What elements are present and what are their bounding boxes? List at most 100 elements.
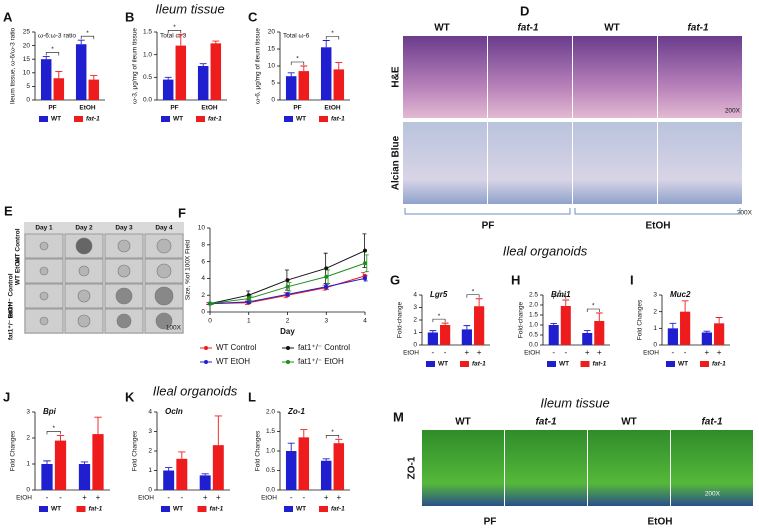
- legend-label: fat1⁺/⁻ Control: [298, 343, 350, 352]
- header: Ileum tissue: [540, 395, 609, 410]
- x-tick-label: -: [46, 493, 49, 502]
- significance-mark: *: [331, 30, 334, 37]
- error-bar: [178, 451, 186, 459]
- group-bracket: [404, 208, 741, 215]
- x-tick-label: EtOH: [201, 105, 218, 112]
- x-tick-label: EtOH: [324, 105, 341, 112]
- y-axis-label: Size, %of 100X Field: [185, 239, 192, 300]
- x-tick-label: -: [672, 348, 675, 357]
- y-tick-label: 2: [413, 317, 417, 324]
- bar: [54, 440, 67, 490]
- error-bar: [715, 317, 723, 324]
- column-label: fat-1: [517, 23, 539, 34]
- bar: [88, 79, 100, 100]
- y-tick-label: 15: [23, 56, 31, 63]
- error-bar: [335, 62, 343, 70]
- panel-letter: I: [630, 272, 634, 287]
- significance-bracket: [167, 29, 182, 34]
- y-tick-label: 0.0: [143, 97, 152, 104]
- significance-mark: *: [472, 288, 475, 295]
- y-tick-label: 0.0: [529, 342, 538, 349]
- y-tick-label: 5: [26, 83, 30, 90]
- error-bar: [595, 312, 603, 321]
- y-tick-label: 1.0: [266, 448, 275, 455]
- y-axis-label: Fold Changes: [255, 430, 262, 471]
- error-bar: [322, 40, 330, 48]
- micrograph: [658, 36, 742, 118]
- y-tick-label: 10: [23, 70, 31, 77]
- micrograph: [573, 122, 657, 204]
- bar: [298, 437, 310, 490]
- bar: [680, 311, 691, 345]
- y-tick-label: 10: [268, 63, 276, 70]
- magnification: 200X: [725, 108, 741, 115]
- error-bar: [80, 461, 89, 464]
- row-label: ZO-1: [407, 456, 418, 479]
- legend-label: WT: [678, 361, 688, 368]
- column-label: fat-1: [701, 417, 723, 428]
- error-bar: [212, 40, 220, 44]
- significance-bracket: [325, 435, 340, 439]
- error-bar: [287, 72, 295, 77]
- x-row-label: EtOH: [643, 350, 659, 357]
- panel-letter: C: [248, 9, 258, 24]
- y-axis-label: Fold Changes: [132, 430, 139, 471]
- bar: [197, 66, 209, 100]
- bar: [212, 445, 224, 490]
- error-bar: [201, 473, 209, 476]
- legend-label: WT: [51, 506, 61, 513]
- significance-bracket: [432, 318, 446, 323]
- x-tick-label: PF: [170, 105, 178, 112]
- significance-bracket: [553, 295, 567, 299]
- y-tick-label: 1.5: [266, 428, 275, 435]
- y-tick-label: 0: [413, 342, 417, 349]
- column-label: fat-1: [687, 23, 709, 34]
- point: [246, 296, 251, 301]
- error-bar: [164, 76, 172, 80]
- header: Ileum tissue: [155, 1, 224, 16]
- row-label: fat1⁺/⁻ EtOH: [8, 302, 15, 341]
- error-bar: [583, 330, 591, 333]
- legend-label: fat-1: [472, 361, 486, 368]
- legend-swatch: [460, 361, 469, 367]
- panel-letter: M: [393, 409, 404, 424]
- legend-swatch: [197, 506, 207, 512]
- y-tick-label: 2: [653, 308, 657, 315]
- bar: [320, 47, 332, 100]
- significance-mark: *: [592, 303, 595, 310]
- error-bar: [77, 39, 85, 45]
- legend-swatch: [39, 506, 48, 512]
- error-bar: [335, 438, 343, 444]
- significance-mark: *: [331, 429, 334, 436]
- panel-letter: E: [4, 203, 13, 218]
- error-bar: [43, 460, 51, 464]
- point: [324, 266, 329, 271]
- y-tick-label: 3: [148, 428, 152, 435]
- point: [363, 261, 367, 266]
- magnification: 200X: [705, 491, 721, 498]
- legend-label: WT: [296, 506, 306, 513]
- y-tick-label: 0.5: [266, 467, 275, 474]
- error-bar: [441, 322, 449, 325]
- legend-swatch: [74, 116, 83, 122]
- y-tick-label: 3: [653, 292, 657, 299]
- y-tick-label: 0: [26, 487, 30, 494]
- y-tick-label: 1.0: [529, 322, 538, 329]
- significance-mark: *: [51, 46, 54, 53]
- legend-label: WT Control: [216, 343, 257, 352]
- significance-bracket: [290, 61, 305, 65]
- legend-label: fat-1: [210, 506, 224, 513]
- point: [285, 292, 290, 297]
- micrograph: [403, 122, 487, 204]
- y-tick-label: 0: [653, 342, 657, 349]
- bar: [333, 443, 345, 490]
- legend-label: WT: [173, 116, 183, 123]
- x-tick-label: +: [477, 348, 482, 357]
- y-tick-label: 1: [653, 325, 657, 332]
- y-tick-label: 3: [26, 409, 30, 416]
- y-tick-label: 20: [268, 29, 276, 36]
- panel-letter: H: [511, 272, 520, 287]
- y-axis-label: Fold Changes: [10, 430, 17, 471]
- bar: [714, 323, 725, 345]
- row-label: H&E: [391, 66, 402, 87]
